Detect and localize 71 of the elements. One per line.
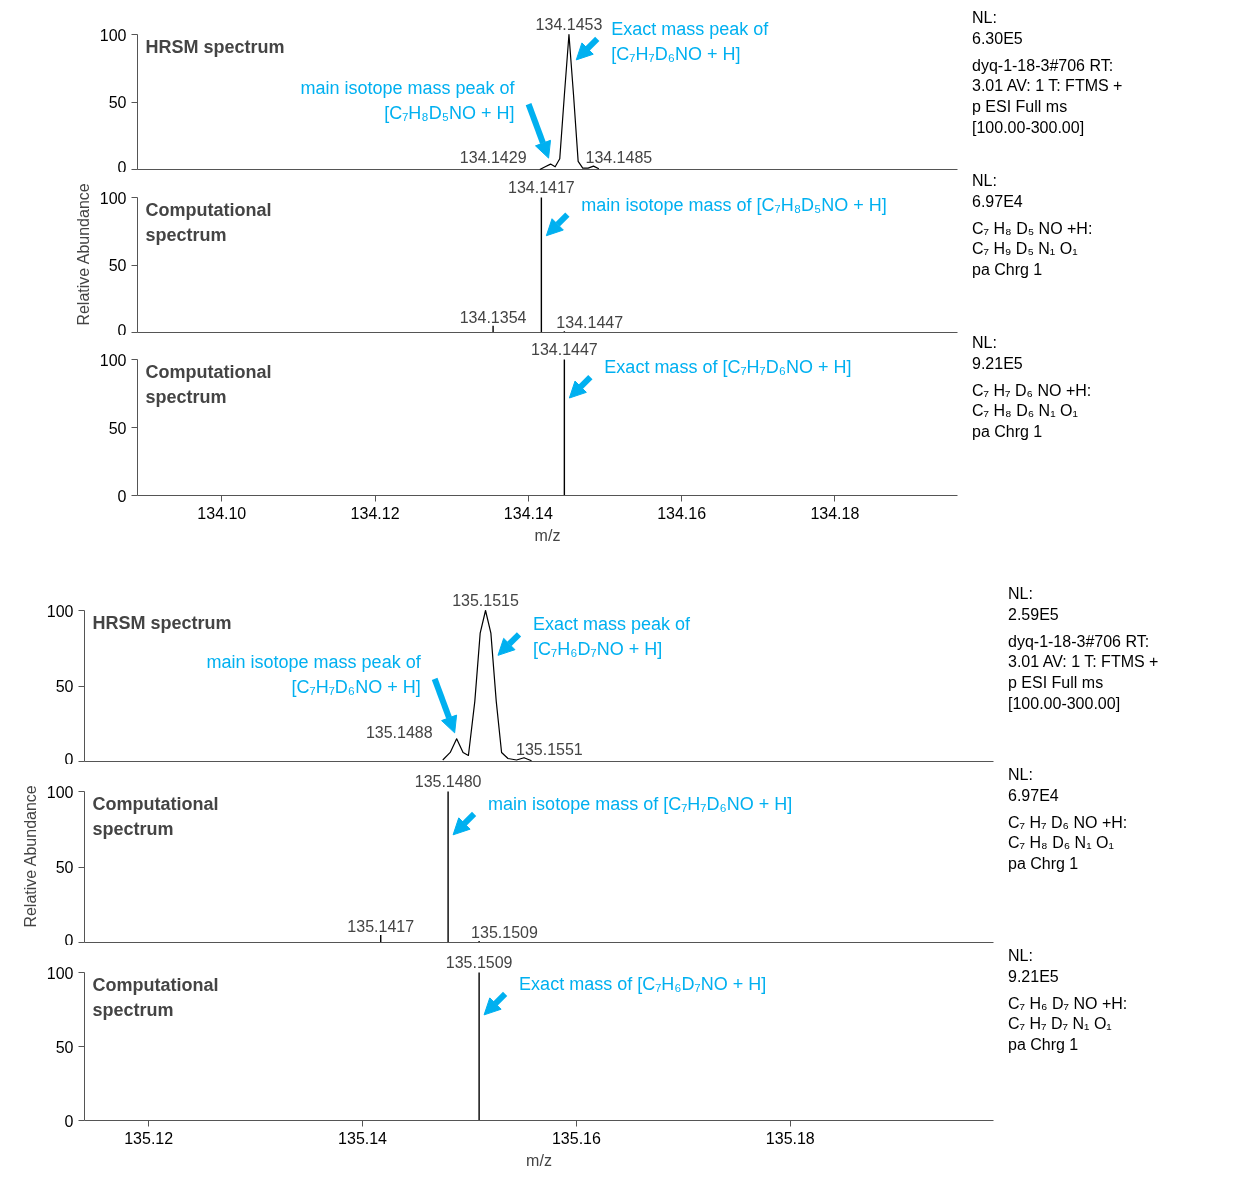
text: NL: 9.21E5 (972, 333, 1024, 374)
x-tick-label: 134.12 (350, 504, 400, 522)
y-tick-label: 100 (99, 189, 127, 207)
annotation: 134.1354 (459, 308, 527, 326)
text: C₇ H₈ D₅ NO +H: C₇ H₉ D₅ N₁ O₁ pa Chrg 1 (972, 218, 1093, 281)
y-tick-label: 50 (108, 94, 127, 111)
text: Computational spectrum (92, 974, 219, 1020)
x-tick-label: 135.18 (765, 1129, 815, 1147)
y-tick-label: 50 (55, 859, 74, 876)
annotation: 134.1447 (530, 340, 598, 358)
annotation: 135.1480 (414, 772, 482, 790)
text: Computational spectrum (145, 361, 272, 407)
annotation: Exact mass of [C₇H₆D₇NO + H] (519, 973, 767, 994)
annotation: 134.1447 (556, 314, 624, 332)
x-tick-label: 135.12 (124, 1129, 174, 1147)
y-tick-label: 100 (46, 964, 74, 982)
y-axis-title: Relative Abundance (21, 785, 39, 928)
y-tick-label: 100 (99, 26, 127, 44)
annotation: 134.1485 (585, 149, 653, 167)
annotation: 135.1515 (452, 591, 519, 609)
x-tick-label: 134.18 (810, 504, 860, 522)
x-tick-label: 134.16 (657, 504, 707, 522)
annotation: 135.1551 (516, 740, 583, 758)
y-tick-label: 100 (99, 351, 127, 369)
text: NL: 6.97E4 (1008, 765, 1060, 806)
annotation: 135.1488 (365, 723, 433, 741)
annotation: main isotope mass of [C₇H₇D₆NO + H] (488, 793, 793, 814)
y-tick-label: 0 (117, 487, 127, 505)
text: NL: 6.30E5 (972, 8, 1024, 49)
y-tick-label: 0 (64, 1112, 74, 1130)
y-tick-label: 50 (108, 257, 127, 274)
y-tick-label: 0 (64, 931, 74, 949)
annotation: 135.1417 (347, 917, 415, 935)
x-axis-title: m/z (526, 1151, 552, 1169)
y-tick-label: 50 (55, 1038, 74, 1056)
y-tick-label: 100 (46, 602, 74, 620)
text: NL: 6.97E4 (972, 171, 1024, 212)
y-tick-label: 50 (108, 419, 127, 437)
text: dyq-1-18-3#706 RT: 3.01 AV: 1 T: FTMS + p ESI Full ms [100.00-300.00] (1008, 631, 1159, 714)
y-tick-label: 50 (55, 678, 74, 695)
annotation: 135.1509 (471, 923, 538, 941)
x-tick-label: 135.16 (551, 1129, 601, 1147)
annotation: main isotope mass peak of [C₇H₈D₅NO + H] (300, 77, 516, 123)
annotation: 134.1417 (508, 178, 575, 196)
x-axis-title: m/z (534, 526, 561, 544)
x-tick-label: 135.14 (338, 1129, 388, 1147)
y-tick-label: 0 (64, 750, 74, 768)
y-axis-title: Relative Abundance (74, 183, 92, 326)
annotation: main isotope mass of [C₇H₈D₅NO + H] (581, 194, 887, 215)
annotation: Exact mass peak of [C₇H₇D₆NO + H] (611, 18, 770, 64)
text: C₇ H₆ D₇ NO +H: C₇ H₇ D₇ N₁ O₁ pa Chrg 1 (1008, 993, 1128, 1056)
text: Computational spectrum (92, 793, 219, 839)
text: Computational spectrum (145, 199, 272, 245)
annotation: 135.1509 (445, 953, 513, 971)
x-tick-label: 134.10 (197, 504, 247, 522)
text: C₇ H₇ D₆ NO +H: C₇ H₈ D₆ N₁ O₁ pa Chrg 1 (1008, 812, 1128, 875)
y-tick-label: 100 (46, 783, 74, 801)
annotation: main isotope mass peak of [C₇H₇D₆NO + H] (206, 652, 422, 698)
text: dyq-1-18-3#706 RT: 3.01 AV: 1 T: FTMS + p ESI Full ms [100.00-300.00] (972, 55, 1123, 138)
annotation: Exact mass of [C₇H₇D₆NO + H] (604, 357, 852, 378)
chart-title: HRSM spectrum (145, 36, 285, 57)
annotation: Exact mass peak of [C₇H₆D₇NO + H] (533, 614, 692, 660)
text: C₇ H₇ D₆ NO +H: C₇ H₈ D₆ N₁ O₁ pa Chrg 1 (972, 380, 1092, 443)
text: NL: 2.59E5 (1008, 584, 1060, 625)
annotation: 134.1453 (535, 15, 603, 33)
text: NL: 9.21E5 (1008, 946, 1060, 987)
annotation: 134.1429 (459, 149, 527, 167)
y-tick-label: 0 (117, 158, 127, 176)
chart-title: HRSM spectrum (92, 612, 232, 633)
y-tick-label: 0 (117, 321, 127, 339)
x-tick-label: 134.14 (503, 504, 553, 522)
